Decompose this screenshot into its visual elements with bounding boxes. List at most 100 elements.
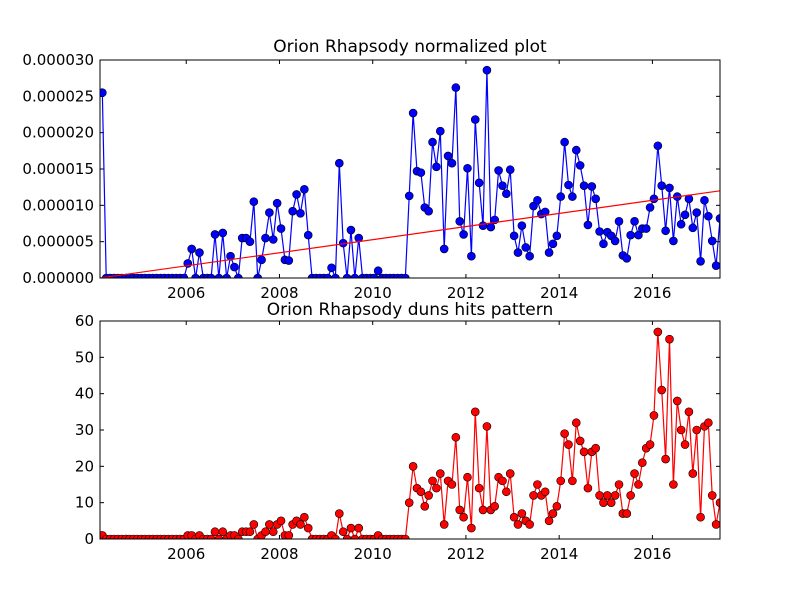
duns-hits-data-point (261, 527, 270, 537)
normalized-data-point (373, 266, 383, 276)
duns-hits-xtick-label: 2016 (633, 545, 671, 563)
duns-hits-data-point (408, 462, 418, 471)
normalized-data-point (513, 248, 523, 257)
normalized-data-point (591, 194, 600, 204)
normalized-data-point (428, 137, 437, 147)
normalized-series-group (100, 65, 720, 278)
duns-hits-data-point (614, 480, 624, 489)
duns-hits-data-point (424, 491, 433, 500)
duns-hits-plot-frame (99, 320, 721, 540)
duns-hits-data-point (529, 491, 538, 500)
duns-hits-xtick-label: 2006 (167, 545, 205, 563)
duns-hits-data-point (490, 501, 499, 511)
duns-hits-data-point (707, 491, 717, 500)
normalized-data-point (261, 233, 270, 243)
duns-hits-data-point (579, 447, 589, 457)
duns-hits-data-point (470, 407, 480, 417)
normalized-data-point (587, 182, 597, 191)
duns-hits-data-point (672, 396, 682, 406)
duns-hits-data-point (568, 476, 577, 486)
duns-hits-data-point (711, 520, 720, 529)
duns-hits-data-point (218, 527, 228, 537)
normalized-data-point (191, 273, 200, 278)
normalized-data-point (451, 83, 461, 92)
normalized-data-point (599, 239, 608, 249)
normalized-ytick-label: 0.000015 (22, 160, 94, 178)
normalized-data-point (669, 236, 678, 246)
normalized-data-point (214, 273, 224, 278)
normalized-data-point (179, 273, 189, 278)
normalized-data-point (331, 273, 340, 278)
duns-hits-xtick-label: 2010 (354, 545, 392, 563)
duns-hits-ytick-label: 50 (75, 348, 94, 366)
duns-hits-data-point (622, 509, 632, 518)
normalized-data-point (334, 158, 344, 168)
normalized-data-point (408, 108, 418, 118)
normalized-data-point (369, 273, 379, 278)
duns-hits-data-point (474, 483, 484, 493)
normalized-ytick-label: 0.000025 (22, 87, 94, 105)
normalized-data-point (505, 165, 515, 175)
duns-hits-data-point (696, 512, 705, 522)
normalized-xtick-label: 2012 (447, 284, 485, 302)
duns-hits-data-point (525, 520, 534, 529)
normalized-data-point (478, 221, 488, 230)
normalized-series-line (101, 70, 720, 278)
normalized-data-point (443, 151, 453, 161)
duns-hits-data-point (428, 476, 437, 486)
duns-hits-data-point (214, 534, 224, 539)
normalized-data-point (210, 230, 220, 239)
duns-hits-data-point (265, 520, 274, 529)
normalized-data-point (230, 262, 239, 272)
normalized-data-point (575, 161, 585, 170)
normalized-data-point (568, 192, 577, 201)
normalized-data-point (653, 141, 663, 151)
normalized-data-point (474, 178, 484, 188)
duns-hits-data-point (509, 512, 519, 522)
normalized-data-point (482, 65, 492, 75)
duns-hits-ytick-label: 20 (75, 457, 94, 475)
duns-hits-ytick-label: 40 (75, 385, 94, 403)
duns-hits-data-point (505, 469, 515, 478)
duns-hits-data-point (498, 476, 507, 486)
duns-hits-data-point (502, 487, 511, 497)
normalized-data-point (610, 236, 620, 246)
normalized-plot-title: Orion Rhapsody normalized plot (273, 37, 547, 57)
duns-hits-data-point (715, 498, 720, 507)
normalized-plot-area: 2006 2008 2010 2012 2014 2016 0.000000 0.000005… (22, 51, 720, 302)
normalized-data-point (206, 273, 216, 278)
duns-hits-data-point (416, 487, 426, 497)
normalized-data-point (711, 261, 720, 270)
normalized-ytick-label: 0.000010 (22, 196, 94, 214)
duns-hits-data-point (665, 334, 674, 344)
duns-hits-panel: Orion Rhapsody duns hits pattern 2006 200… (75, 300, 721, 563)
duns-hits-data-point (552, 501, 562, 511)
normalized-data-point (548, 239, 558, 249)
duns-hits-data-point (599, 498, 608, 507)
normalized-data-point (645, 203, 655, 212)
duns-hits-series-group (100, 327, 720, 539)
duns-hits-title: Orion Rhapsody duns hits pattern (267, 300, 553, 320)
duns-hits-data-point (645, 440, 655, 449)
duns-hits-data-point (249, 520, 259, 529)
duns-hits-xtick-label: 2014 (540, 545, 578, 563)
duns-hits-data-point (432, 483, 441, 493)
duns-hits-data-point (455, 505, 465, 515)
duns-hits-data-point (676, 425, 686, 435)
duns-hits-data-point (606, 498, 616, 507)
duns-hits-data-point (210, 527, 220, 537)
normalized-data-point (634, 230, 643, 240)
normalized-data-point (245, 237, 255, 246)
duns-hits-data-point (435, 469, 445, 478)
normalized-data-point (595, 227, 604, 236)
normalized-data-point (439, 244, 449, 254)
duns-hits-ytick-label: 60 (75, 312, 94, 330)
normalized-data-point (502, 189, 511, 199)
duns-hits-plot-area: 2006 2008 2010 2012 2014 2016 0 10 20 30 40 50 60 (75, 312, 720, 563)
duns-hits-data-point (303, 523, 313, 533)
normalized-data-point (195, 248, 204, 257)
duns-hits-data-point (467, 523, 476, 533)
duns-hits-data-point (692, 425, 701, 435)
normalized-data-point (556, 192, 566, 201)
normalized-data-point (463, 163, 472, 173)
